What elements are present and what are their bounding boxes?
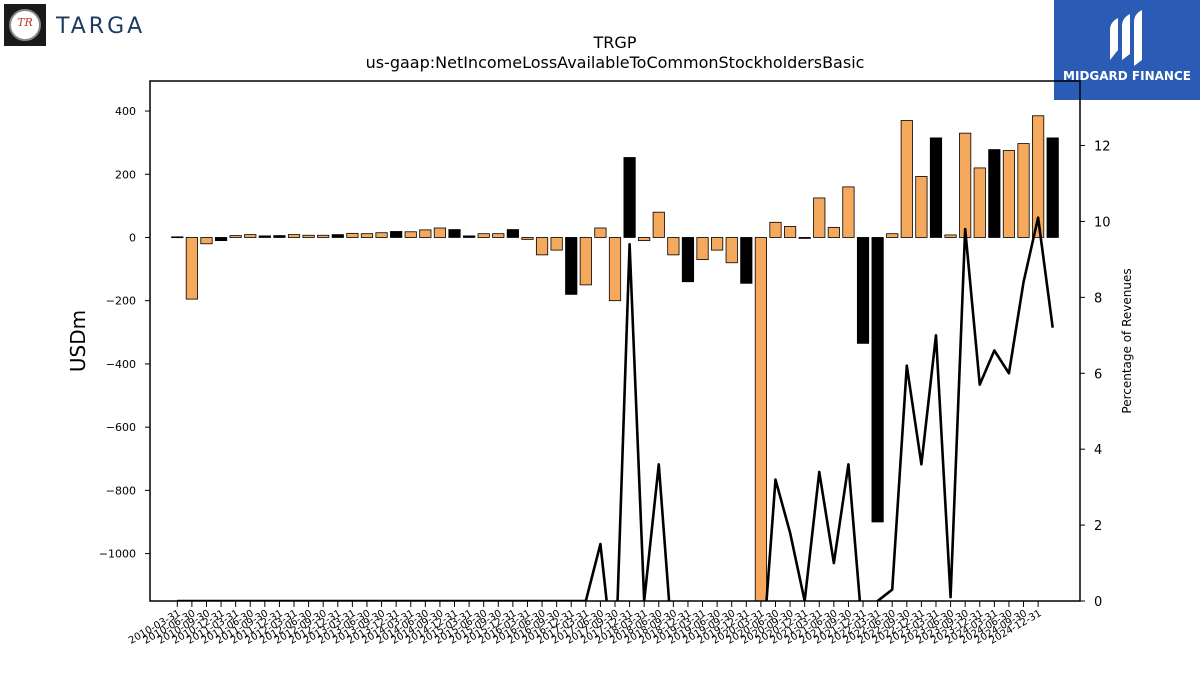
bar — [973, 167, 986, 238]
bar — [594, 227, 607, 238]
bar — [842, 186, 855, 238]
bar — [988, 149, 1001, 238]
y-tick-label: 400 — [115, 105, 136, 118]
y2-tick-label: 12 — [1094, 140, 1111, 155]
x-axis: 2010-03-312010-06-302010-09-302010-12-31… — [127, 601, 1044, 647]
targa-logo-text: TARGA — [56, 14, 146, 39]
y2-tick-label: 0 — [1094, 595, 1102, 610]
bar — [725, 237, 738, 264]
y2-tick-label: 6 — [1094, 367, 1102, 382]
chart-title: TRGP — [593, 33, 637, 52]
y-tick-label: −600 — [106, 421, 136, 434]
bar — [1032, 115, 1045, 238]
bar — [1046, 137, 1059, 238]
bar — [185, 237, 198, 300]
bar — [623, 157, 636, 238]
bar — [244, 234, 257, 238]
bar — [535, 237, 549, 256]
bar — [171, 236, 184, 239]
bar — [608, 237, 622, 302]
bar — [463, 235, 476, 238]
bar — [419, 229, 432, 238]
bar — [477, 233, 490, 238]
bar — [754, 237, 767, 602]
bar — [360, 233, 374, 238]
bar — [375, 232, 388, 238]
bar-series — [171, 115, 1059, 602]
bar — [696, 237, 709, 261]
bar — [959, 132, 972, 238]
bar — [302, 234, 315, 238]
bar — [273, 235, 286, 238]
y-axis-label: USDm — [66, 310, 90, 372]
targa-logo-mark: TR — [4, 4, 46, 46]
bar — [915, 176, 928, 238]
y-tick-label: −200 — [106, 295, 136, 308]
targa-logo-monogram: TR — [17, 16, 33, 29]
bar — [681, 237, 695, 283]
percentage-line — [177, 216, 1054, 601]
bar — [565, 237, 578, 295]
bar — [827, 226, 840, 238]
bar — [346, 232, 359, 238]
bar — [506, 229, 519, 238]
targa-logo: TR TARGA — [4, 4, 174, 48]
bar — [886, 233, 899, 238]
y2-tick-label: 8 — [1094, 291, 1102, 306]
bar — [929, 137, 943, 238]
bar — [433, 227, 447, 238]
bar — [1017, 143, 1030, 238]
bar — [448, 229, 461, 238]
bar — [711, 237, 724, 251]
bar — [769, 221, 782, 238]
bar — [900, 120, 913, 238]
bar — [652, 211, 665, 238]
bar — [200, 237, 213, 245]
bar — [740, 237, 753, 284]
bar — [214, 237, 228, 242]
bar — [856, 237, 870, 344]
y-tick-label: −800 — [106, 484, 136, 497]
bar — [492, 233, 505, 238]
y2-tick-label: 2 — [1094, 519, 1102, 534]
y-tick-label: −1000 — [99, 548, 136, 561]
bar — [287, 234, 301, 238]
y-tick-label: 200 — [115, 168, 136, 181]
y-tick-label: 0 — [129, 231, 136, 244]
bar — [871, 237, 884, 523]
bar — [258, 235, 271, 238]
y-axis-right: 0 2 4 6 8 10 12 — [1080, 140, 1111, 610]
y-axis-left: 400 200 0 −200 −400 −600 −800 −1000 — [99, 105, 150, 561]
chart-subtitle: us-gaap:NetIncomeLossAvailableToCommonSt… — [366, 53, 865, 72]
bar — [390, 231, 403, 238]
percentage-line-series — [177, 216, 1054, 601]
bar — [944, 234, 957, 238]
midgard-logo-text: MIDGARD FINANCE — [1063, 69, 1191, 83]
bar — [404, 231, 417, 238]
bar — [813, 197, 826, 238]
y-tick-label: −400 — [106, 358, 136, 371]
y2-tick-label: 4 — [1094, 443, 1102, 458]
y2-axis-label: Percentage of Revenues — [1120, 268, 1134, 413]
bar — [317, 234, 330, 238]
bar — [1002, 150, 1016, 238]
y2-tick-label: 10 — [1094, 215, 1111, 230]
bar — [579, 237, 592, 286]
bar — [229, 235, 242, 238]
bar — [783, 226, 797, 238]
bar — [798, 237, 811, 239]
bar — [521, 237, 534, 240]
bar — [667, 237, 680, 256]
midgard-finance-logo: MIDGARD FINANCE — [1054, 0, 1200, 100]
midgard-logo-glyph-icon — [1110, 10, 1142, 66]
bar — [638, 237, 651, 242]
bar — [550, 237, 563, 251]
bar — [331, 234, 344, 238]
